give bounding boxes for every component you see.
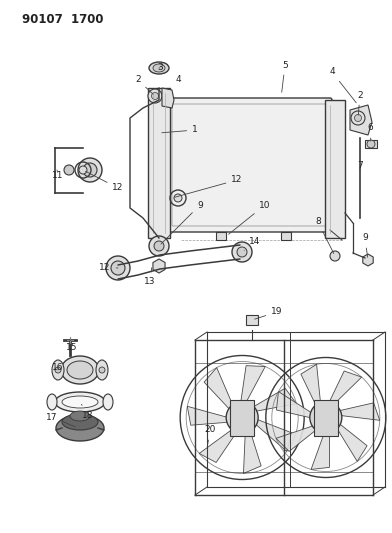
- Circle shape: [83, 163, 97, 177]
- Text: 4: 4: [329, 68, 356, 103]
- Text: 7: 7: [357, 160, 363, 169]
- Polygon shape: [350, 105, 372, 135]
- Text: 4: 4: [170, 76, 181, 89]
- Text: 90107  1700: 90107 1700: [22, 13, 103, 26]
- Circle shape: [234, 409, 250, 425]
- Ellipse shape: [62, 396, 98, 408]
- Circle shape: [351, 111, 365, 125]
- Ellipse shape: [96, 360, 108, 380]
- Bar: [148, 88, 170, 238]
- Bar: [281, 232, 292, 240]
- Text: 9: 9: [362, 233, 368, 257]
- Text: 9: 9: [161, 200, 203, 244]
- Circle shape: [64, 165, 74, 175]
- Text: 17: 17: [46, 413, 75, 427]
- Bar: [325, 100, 345, 238]
- Polygon shape: [311, 427, 330, 470]
- Text: 15: 15: [66, 340, 78, 352]
- Circle shape: [55, 367, 61, 373]
- Polygon shape: [276, 425, 321, 451]
- Circle shape: [151, 93, 158, 100]
- Ellipse shape: [62, 414, 98, 430]
- Polygon shape: [363, 254, 373, 266]
- Bar: [230, 400, 254, 435]
- Circle shape: [237, 247, 247, 257]
- Bar: [314, 400, 338, 435]
- Polygon shape: [335, 421, 367, 462]
- Ellipse shape: [61, 356, 99, 384]
- Circle shape: [99, 367, 105, 373]
- Bar: [365, 140, 377, 148]
- Circle shape: [318, 409, 334, 425]
- Polygon shape: [249, 388, 296, 412]
- Bar: [216, 232, 227, 240]
- Circle shape: [330, 251, 340, 261]
- Text: 8: 8: [315, 217, 334, 254]
- Text: 2: 2: [357, 91, 363, 115]
- Polygon shape: [301, 364, 321, 411]
- Circle shape: [226, 401, 258, 433]
- Text: 12: 12: [85, 171, 124, 192]
- Text: 13: 13: [144, 268, 156, 287]
- Text: 1: 1: [162, 125, 198, 134]
- Text: 3: 3: [157, 63, 163, 72]
- Circle shape: [154, 241, 164, 251]
- Polygon shape: [204, 368, 234, 413]
- FancyBboxPatch shape: [166, 98, 332, 232]
- Circle shape: [310, 401, 342, 433]
- Circle shape: [106, 256, 130, 280]
- Text: 16: 16: [52, 364, 64, 373]
- Text: 6: 6: [367, 124, 373, 141]
- Ellipse shape: [153, 64, 165, 72]
- Ellipse shape: [52, 360, 64, 380]
- Text: 14: 14: [244, 238, 261, 251]
- Circle shape: [174, 194, 182, 202]
- Text: 2: 2: [135, 76, 153, 94]
- Ellipse shape: [67, 361, 93, 379]
- Polygon shape: [327, 371, 362, 408]
- Circle shape: [149, 236, 169, 256]
- Polygon shape: [243, 425, 261, 473]
- Polygon shape: [153, 259, 165, 273]
- Polygon shape: [162, 88, 174, 108]
- Circle shape: [354, 115, 361, 122]
- Ellipse shape: [149, 62, 169, 74]
- Polygon shape: [240, 366, 265, 408]
- Circle shape: [232, 242, 252, 262]
- Polygon shape: [199, 427, 240, 463]
- Polygon shape: [334, 403, 380, 421]
- Text: 19: 19: [254, 308, 283, 319]
- Circle shape: [79, 166, 87, 174]
- Text: 20: 20: [204, 425, 216, 445]
- Circle shape: [367, 140, 375, 148]
- Ellipse shape: [56, 415, 104, 441]
- Text: 11: 11: [52, 170, 64, 180]
- Ellipse shape: [103, 394, 113, 410]
- Polygon shape: [252, 417, 292, 451]
- Ellipse shape: [70, 411, 90, 421]
- Ellipse shape: [47, 394, 57, 410]
- Text: 12: 12: [99, 262, 118, 271]
- Text: 5: 5: [282, 61, 288, 92]
- Text: 12: 12: [175, 175, 243, 197]
- Circle shape: [111, 261, 125, 275]
- Ellipse shape: [55, 392, 105, 412]
- Bar: [246, 315, 258, 325]
- Polygon shape: [276, 392, 316, 419]
- Circle shape: [148, 89, 162, 103]
- Text: 18: 18: [82, 405, 94, 419]
- Text: 10: 10: [229, 200, 271, 235]
- Polygon shape: [187, 406, 233, 425]
- Circle shape: [78, 158, 102, 182]
